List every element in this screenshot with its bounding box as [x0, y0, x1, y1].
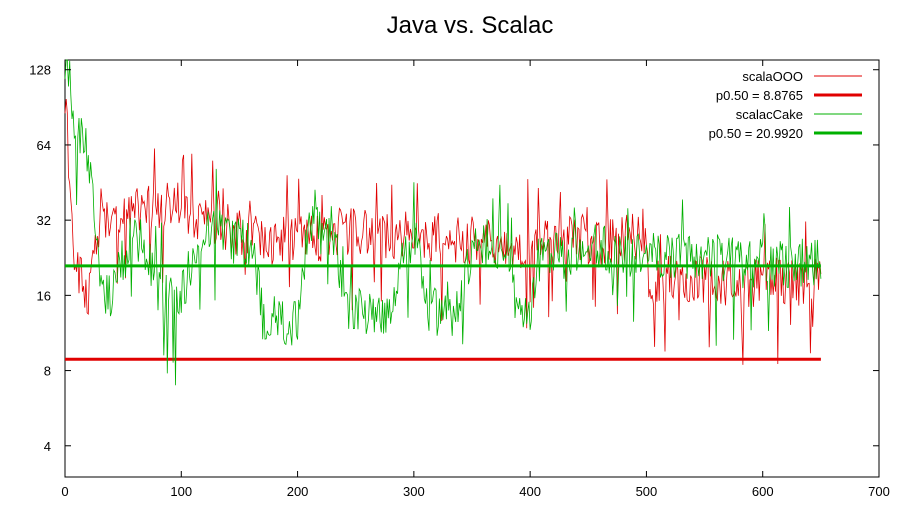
legend-label: scalaOOO [742, 69, 803, 84]
x-tick-label: 0 [61, 484, 68, 499]
x-tick-label: 500 [636, 484, 658, 499]
x-tick-label: 100 [170, 484, 192, 499]
legend-label: scalacCake [736, 107, 803, 122]
plot-frame [64, 59, 880, 478]
y-tick-label: 128 [29, 63, 51, 78]
x-tick-label: 400 [519, 484, 541, 499]
x-tick-label: 200 [287, 484, 309, 499]
y-tick-label: 4 [44, 439, 51, 454]
y-tick-label: 8 [44, 364, 51, 379]
x-tick-label: 700 [868, 484, 890, 499]
y-tick-label: 16 [37, 288, 51, 303]
x-tick-label: 300 [403, 484, 425, 499]
legend-item: p0.50 = 8.8765 [716, 88, 862, 103]
legend-label: p0.50 = 8.8765 [716, 88, 803, 103]
chart-title: Java vs. Scalac [387, 12, 554, 39]
legend-item: scalaOOO [742, 69, 862, 84]
legend-label: p0.50 = 20.9920 [709, 126, 803, 141]
series-line-1 [64, 98, 822, 365]
y-tick-label: 32 [37, 213, 51, 228]
legend-item: p0.50 = 20.9920 [709, 126, 862, 141]
y-tick-label: 64 [37, 138, 51, 153]
legend: scalaOOO p0.50 = 8.8765 scalacCake p0.50 = … [709, 69, 862, 141]
x-tick-label: 600 [752, 484, 774, 499]
axis-layer: 0 100 200 300 400 500 600 700 4 8 16 32 64 128 [29, 60, 890, 499]
legend-item: scalacCake [736, 107, 862, 122]
series-layer [64, 59, 822, 386]
series-line-3 [64, 59, 822, 386]
